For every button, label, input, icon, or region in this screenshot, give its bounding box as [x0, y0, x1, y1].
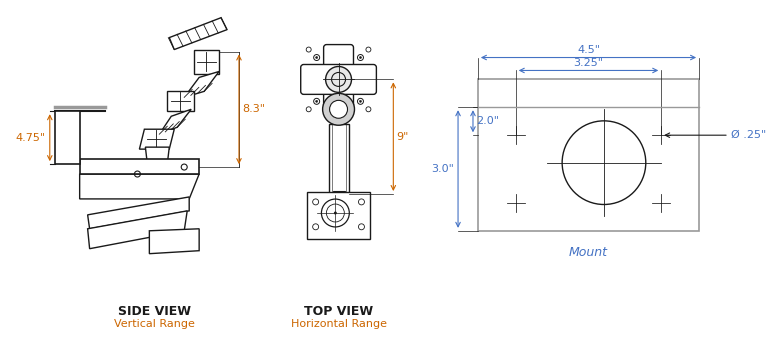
- Text: 4.5": 4.5": [577, 45, 600, 55]
- Polygon shape: [80, 174, 199, 199]
- FancyBboxPatch shape: [301, 65, 376, 94]
- FancyBboxPatch shape: [324, 45, 353, 114]
- Polygon shape: [149, 229, 199, 254]
- Text: Horizontal Range: Horizontal Range: [291, 320, 386, 329]
- Text: Mount: Mount: [569, 246, 608, 259]
- Polygon shape: [139, 129, 174, 149]
- Text: 8.3": 8.3": [242, 104, 265, 114]
- Text: Ø .25": Ø .25": [731, 130, 766, 140]
- Polygon shape: [194, 50, 219, 74]
- Polygon shape: [169, 18, 227, 50]
- Circle shape: [322, 93, 355, 125]
- Polygon shape: [184, 71, 219, 97]
- Polygon shape: [55, 111, 80, 164]
- Bar: [307, 192, 370, 239]
- Polygon shape: [167, 92, 194, 111]
- Text: TOP VIEW: TOP VIEW: [304, 305, 373, 318]
- Text: 3.0": 3.0": [431, 164, 454, 174]
- Text: Vertical Range: Vertical Range: [114, 320, 195, 329]
- Text: SIDE VIEW: SIDE VIEW: [117, 305, 191, 318]
- Circle shape: [315, 56, 318, 59]
- Text: 9": 9": [397, 132, 409, 142]
- Bar: [59, 117, 73, 159]
- Bar: [478, 79, 699, 231]
- Circle shape: [315, 100, 318, 102]
- Text: 2.0": 2.0": [476, 116, 499, 126]
- Polygon shape: [159, 109, 191, 134]
- Circle shape: [359, 100, 362, 102]
- Circle shape: [359, 56, 362, 59]
- Polygon shape: [145, 147, 169, 164]
- Circle shape: [329, 100, 348, 118]
- Circle shape: [334, 211, 337, 214]
- Circle shape: [325, 66, 352, 92]
- Polygon shape: [80, 159, 199, 174]
- Polygon shape: [87, 211, 187, 249]
- Polygon shape: [87, 197, 189, 229]
- Text: 3.25": 3.25": [574, 59, 604, 69]
- Text: 4.75": 4.75": [15, 133, 46, 143]
- Bar: [332, 191, 345, 199]
- Bar: [329, 124, 349, 194]
